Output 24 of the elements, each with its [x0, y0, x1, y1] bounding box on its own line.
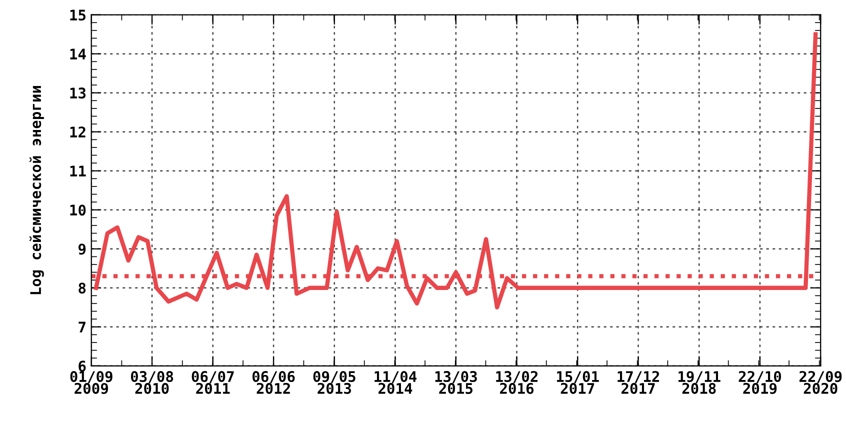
y-tick-label: 15 [70, 10, 86, 21]
x-tick-label: 09/05 2013 [313, 371, 356, 394]
y-tick-label: 12 [70, 126, 86, 138]
y-tick-label: 7 [78, 322, 86, 332]
y-tick-label: 6 [78, 360, 86, 372]
x-tick-label: 11/04 2014 [374, 371, 417, 394]
y-axis-title: Log сейсмической энергии [29, 86, 44, 294]
x-tick-label: 22/10 2019 [738, 371, 782, 394]
x-tick-label: 06/06 2012 [252, 371, 295, 394]
x-tick-label: 22/09 2020 [799, 371, 842, 394]
x-tick-label: 15/01 2017 [556, 371, 599, 394]
x-tick-label: 03/08 2010 [130, 371, 174, 394]
x-tick-label: 01/09 2009 [70, 371, 112, 394]
x-tick-label: 13/03 2015 [435, 371, 477, 394]
y-tick-label: 13 [70, 88, 86, 99]
x-tick-label: 17/12 2017 [618, 371, 659, 394]
y-tick-label: 8 [78, 282, 86, 294]
y-tick-label: 11 [70, 166, 86, 176]
x-tick-label: 13/02 2016 [496, 371, 538, 394]
y-tick-label: 9 [78, 244, 86, 255]
y-tick-label: 10 [70, 204, 86, 216]
x-tick-label: 06/07 2011 [192, 371, 234, 394]
y-tick-label: 14 [70, 48, 86, 60]
x-tick-label: 19/11 2018 [678, 371, 720, 394]
